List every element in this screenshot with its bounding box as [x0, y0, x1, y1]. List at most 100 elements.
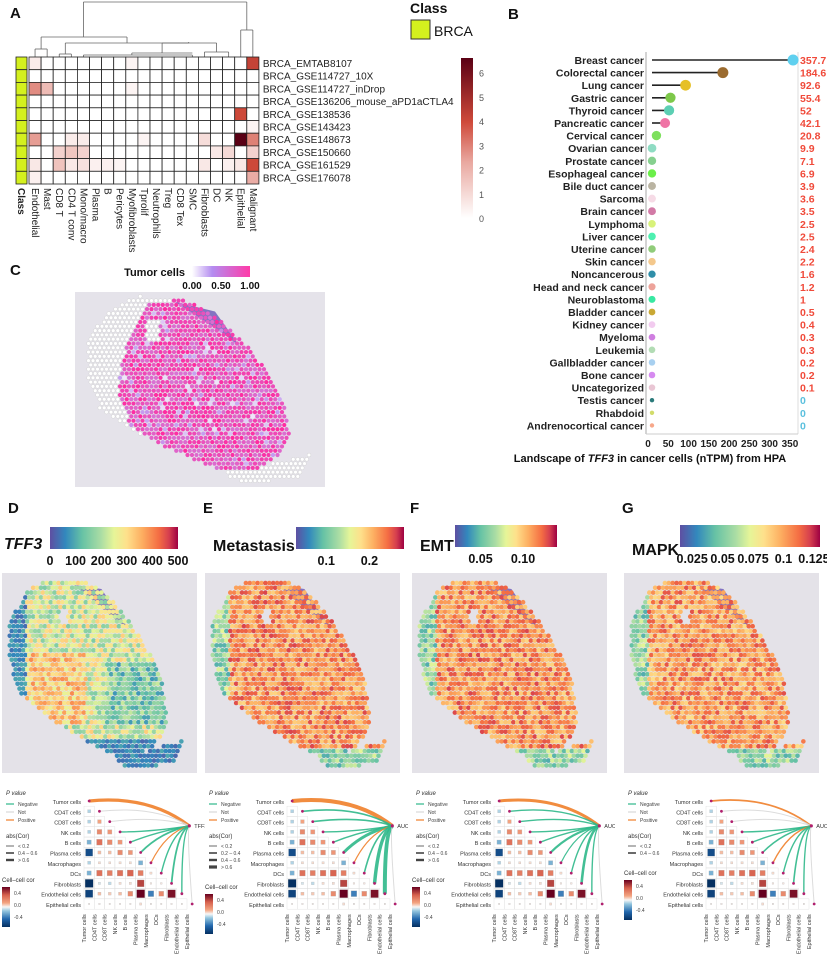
- spatial-spot: [290, 705, 295, 711]
- spatial-spot: [85, 739, 91, 744]
- spatial-spot: [249, 633, 255, 639]
- spatial-spot: [103, 619, 108, 624]
- spatial-spot: [290, 638, 295, 643]
- spatial-spot: [309, 628, 315, 634]
- spatial-spot: [431, 676, 436, 682]
- spatial-spot: [503, 604, 508, 610]
- spatial-spot: [50, 700, 55, 706]
- spatial-spot: [243, 705, 249, 711]
- spatial-spot: [222, 633, 227, 639]
- spatial-spot: [104, 623, 110, 629]
- spatial-spot: [530, 614, 536, 619]
- spatial-spot: [474, 590, 479, 595]
- spatial-spot: [528, 628, 534, 634]
- spatial-spot: [433, 604, 438, 610]
- matrix-cell: [137, 879, 145, 888]
- cell-node: [393, 902, 397, 906]
- spatial-spot: [178, 345, 183, 350]
- spatial-spot: [477, 667, 483, 672]
- spatial-spot: [25, 657, 30, 663]
- spatial-spot: [468, 643, 473, 648]
- value-label: 1: [800, 294, 806, 306]
- spatial-spot: [255, 628, 260, 634]
- spatial-spot: [315, 652, 321, 658]
- spatial-spot: [423, 647, 428, 653]
- spatial-spot: [9, 638, 14, 643]
- spatial-spot: [214, 614, 219, 619]
- spatial-spot: [300, 643, 305, 648]
- spatial-spot: [333, 667, 338, 672]
- spatial-spot: [21, 686, 26, 691]
- heatmap-cell: [77, 56, 90, 71]
- spatial-spot: [93, 595, 98, 600]
- spatial-spot: [356, 667, 362, 672]
- matrix-cell: [310, 829, 316, 835]
- spatial-spot: [89, 681, 94, 687]
- spatial-spot: [239, 367, 244, 372]
- spatial-spot: [135, 427, 141, 432]
- spatial-spot: [136, 681, 141, 687]
- spatial-spot: [348, 695, 354, 701]
- spatial-spot: [176, 444, 181, 449]
- spatial-spot: [253, 681, 258, 687]
- spatial-spot: [237, 388, 242, 393]
- spatial-spot: [221, 427, 226, 432]
- spatial-spot: [280, 652, 286, 658]
- spatial-spot: [93, 719, 98, 725]
- spatial-spot: [250, 371, 255, 376]
- spatial-spot: [253, 595, 258, 600]
- spatial-spot: [185, 427, 190, 432]
- spatial-spot: [479, 662, 485, 667]
- spatial-spot: [153, 315, 159, 320]
- lollipop-dot: [660, 118, 671, 128]
- spatial-spot: [298, 667, 303, 672]
- spatial-spot: [89, 643, 94, 648]
- spatial-spot: [165, 405, 170, 410]
- spatial-spot: [323, 652, 329, 658]
- spatial-spot: [95, 392, 100, 398]
- spatial-spot: [192, 337, 197, 342]
- spatial-spot: [368, 753, 373, 759]
- spatial-spot: [17, 657, 22, 663]
- spatial-spot: [352, 676, 358, 682]
- spatial-spot: [46, 595, 52, 600]
- spatial-spot: [11, 623, 16, 629]
- spatial-spot: [354, 700, 360, 706]
- spatial-spot: [228, 328, 233, 333]
- spatial-spot: [421, 614, 426, 619]
- spatial-spot: [26, 623, 32, 629]
- spatial-spot: [553, 652, 559, 658]
- spatial-spot: [265, 691, 270, 696]
- spatial-spot: [286, 705, 292, 711]
- spatial-spot: [65, 614, 71, 619]
- spatial-spot: [229, 623, 235, 629]
- spatial-spot: [248, 444, 253, 449]
- matrix-cell-frame: [379, 898, 391, 910]
- column-label: B: [102, 188, 113, 195]
- matrix-column-label: Macrophages: [144, 914, 150, 948]
- spatial-spot: [264, 371, 269, 376]
- spatial-spot: [229, 652, 235, 658]
- spatial-spot: [196, 371, 201, 376]
- spatial-spot: [149, 358, 154, 363]
- spatial-spot: [149, 332, 154, 337]
- pvalue-legend-title: P value: [6, 791, 26, 797]
- spatial-spot: [442, 676, 448, 682]
- spatial-spot: [91, 715, 96, 720]
- spatial-spot: [460, 643, 465, 648]
- spatial-spot: [176, 384, 181, 389]
- spatial-spot: [278, 695, 284, 701]
- spatial-spot: [122, 418, 127, 423]
- spatial-spot: [101, 681, 106, 687]
- spatial-spot: [205, 311, 210, 316]
- spatial-spot: [210, 345, 215, 350]
- spatial-spot: [431, 619, 436, 624]
- spatial-spot: [116, 681, 122, 687]
- spatial-spot: [458, 657, 463, 663]
- spatial-spot: [185, 444, 190, 449]
- spatial-spot: [268, 414, 273, 419]
- spatial-spot: [252, 375, 258, 380]
- spatial-spot: [93, 691, 98, 696]
- spatial-spot: [124, 371, 129, 376]
- spatial-spot: [479, 671, 485, 677]
